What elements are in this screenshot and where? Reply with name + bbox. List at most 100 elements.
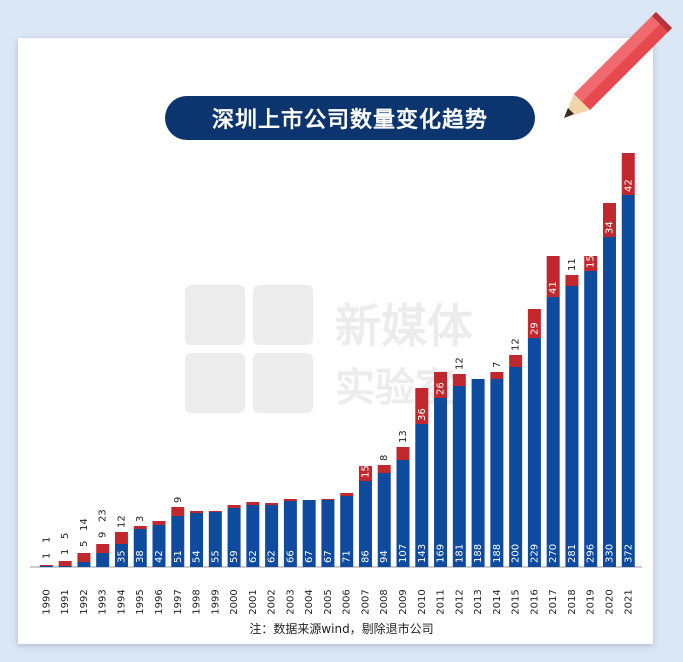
- bar-new: [58, 561, 72, 566]
- bar-new: [358, 466, 372, 481]
- data-label-existing: 1: [60, 549, 71, 555]
- bar-existing: [227, 508, 241, 567]
- bar-new: [415, 388, 429, 424]
- x-tick-label: 1998: [192, 589, 203, 614]
- watermark-seal: [185, 353, 245, 413]
- data-label-existing: 9: [98, 532, 109, 538]
- data-label-new: 12: [454, 357, 465, 370]
- data-label-existing: 35: [116, 550, 127, 563]
- data-label-existing: 94: [379, 550, 390, 563]
- data-label-existing: 5: [79, 541, 90, 547]
- data-label-new: 23: [98, 509, 109, 522]
- bar-existing: [321, 500, 335, 567]
- x-tick-label: 2005: [323, 589, 334, 614]
- x-tick-label: 2000: [229, 589, 240, 614]
- bar-existing: [283, 501, 297, 567]
- data-label-new: 11: [567, 258, 578, 271]
- data-label-new: 14: [79, 518, 90, 531]
- x-tick-label: 2002: [267, 589, 278, 614]
- bar-existing: [471, 379, 485, 567]
- bar-new: [114, 532, 128, 544]
- data-label-existing: 42: [154, 550, 165, 563]
- bar-existing: [358, 481, 372, 567]
- data-label-existing: 86: [360, 550, 371, 563]
- bar-existing: [434, 398, 448, 567]
- data-label-existing: 372: [623, 544, 634, 563]
- x-tick-label: 2010: [417, 589, 428, 614]
- data-label-existing: 67: [323, 550, 334, 563]
- bar-existing: [546, 297, 560, 567]
- x-tick-label: 1994: [116, 589, 127, 614]
- data-label-existing: 67: [304, 550, 315, 563]
- bar-existing: [565, 286, 579, 567]
- bar-new: [39, 565, 53, 566]
- data-label-existing: 229: [529, 544, 540, 563]
- bar-existing: [246, 505, 260, 567]
- x-tick-label: 2021: [623, 589, 634, 614]
- bar-existing: [621, 195, 635, 567]
- bar-existing: [190, 513, 204, 567]
- data-label-existing: 181: [454, 544, 465, 563]
- data-label-existing: 51: [173, 550, 184, 563]
- data-label-existing: 169: [436, 544, 447, 563]
- bar-new: [584, 256, 598, 271]
- data-label-new: 3: [135, 516, 146, 522]
- source-note: 注：数据来源wind，剔除退市公司: [249, 622, 434, 636]
- bar-existing: [490, 379, 504, 567]
- bar-existing: [96, 553, 110, 567]
- bar-existing: [58, 566, 72, 567]
- data-label-new: 9: [173, 497, 184, 503]
- bar-existing: [527, 338, 541, 567]
- data-label-new: 5: [60, 533, 71, 539]
- bar-new: [321, 499, 335, 500]
- x-tick-label: 1990: [41, 589, 52, 614]
- bar-existing: [602, 237, 616, 567]
- bar-new: [96, 544, 110, 553]
- data-label-new: 12: [116, 515, 127, 528]
- data-label-existing: 200: [511, 544, 522, 563]
- watermark-seal: [253, 353, 313, 413]
- x-tick-label: 2017: [548, 589, 559, 614]
- bar-new: [490, 372, 504, 379]
- data-label-new: 41: [548, 281, 559, 294]
- x-tick-label: 1995: [135, 589, 146, 614]
- bar-new: [227, 505, 241, 508]
- bar-new: [246, 502, 260, 505]
- bar-existing: [208, 512, 222, 567]
- data-label-new: 36: [417, 408, 428, 421]
- x-tick-label: 2015: [511, 589, 522, 614]
- bar-new: [509, 355, 523, 367]
- x-tick-label: 2009: [398, 589, 409, 614]
- data-label-new: 29: [529, 322, 540, 335]
- data-label-existing: 188: [492, 544, 503, 563]
- data-label-new: 13: [398, 430, 409, 443]
- bar-existing: [452, 386, 466, 567]
- x-tick-label: 2020: [604, 589, 615, 614]
- bar-new: [208, 511, 222, 512]
- data-label-new: 42: [623, 179, 634, 192]
- bar-new: [152, 521, 166, 525]
- x-tick-label: 2012: [454, 589, 465, 614]
- bar-existing: [415, 424, 429, 567]
- x-tick-label: 2007: [360, 589, 371, 614]
- data-label-existing: 59: [229, 550, 240, 563]
- bar-existing: [396, 460, 410, 567]
- bar-new: [77, 553, 91, 562]
- data-label-existing: 71: [342, 550, 353, 563]
- x-tick-label: 2018: [567, 589, 578, 614]
- data-label-existing: 296: [586, 544, 597, 563]
- data-label-new: 26: [436, 382, 447, 395]
- data-label-new: 15: [586, 255, 597, 268]
- bar-new: [565, 275, 579, 286]
- bar-new: [396, 447, 410, 460]
- bar-existing: [39, 566, 53, 567]
- data-label-new: 1: [41, 537, 52, 543]
- bar-existing: [265, 505, 279, 567]
- data-label-existing: 281: [567, 544, 578, 563]
- chart-title: 深圳上市公司数量变化趋势: [165, 96, 535, 140]
- data-label-existing: 143: [417, 544, 428, 563]
- bar-new: [602, 203, 616, 237]
- data-label-new: 15: [360, 465, 371, 478]
- pencil-icon: [564, 12, 672, 118]
- bar-new: [452, 374, 466, 386]
